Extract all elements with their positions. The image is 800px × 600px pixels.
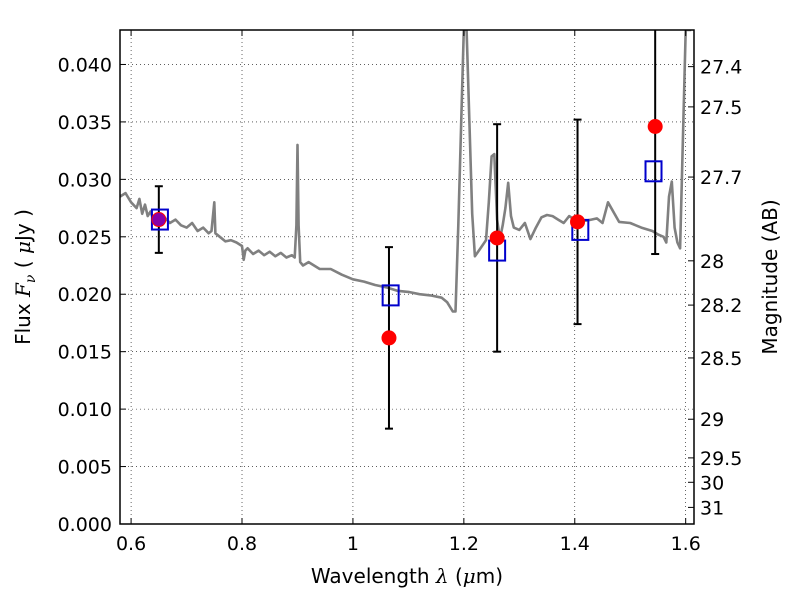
observed-flux-point xyxy=(570,214,586,230)
overlap-point xyxy=(152,213,166,227)
y-tick-label: 0.010 xyxy=(58,399,112,421)
plot-area xyxy=(120,30,692,430)
y-tick-label: 0.035 xyxy=(58,112,112,134)
x-tick-label: 1.2 xyxy=(449,533,479,555)
y2-tick-label: 31 xyxy=(700,497,724,519)
y2-tick-label: 27.7 xyxy=(700,167,742,189)
observed-flux-point xyxy=(647,119,663,135)
y-tick-label: 0.025 xyxy=(58,227,112,249)
y-tick-label: 0.020 xyxy=(58,284,112,306)
y-tick-label: 0.040 xyxy=(58,54,112,76)
model-photometry-square xyxy=(381,284,400,307)
y2-tick-label: 28 xyxy=(700,251,724,273)
secondary-y-axis-label: Magnitude (AB) xyxy=(758,199,782,354)
y2-tick-label: 30 xyxy=(700,472,724,494)
y-tick-label: 0.030 xyxy=(58,169,112,191)
x-tick-label: 0.8 xyxy=(227,533,257,555)
model-photometry-square xyxy=(644,160,663,183)
y-tick-label: 0.015 xyxy=(58,342,112,364)
x-tick-label: 1.6 xyxy=(671,533,701,555)
observed-flux-point xyxy=(489,230,505,246)
y-tick-label: 0.000 xyxy=(58,514,112,536)
y2-tick-label: 27.4 xyxy=(700,57,742,79)
y2-tick-label: 28.5 xyxy=(700,348,742,370)
x-tick-label: 1 xyxy=(347,533,359,555)
y-tick-label: 0.005 xyxy=(58,457,112,479)
axis-ticks: 0.6 0.8 1 1.2 1.4 1.6 0.000 0.005 0.010 0.015 0.02… xyxy=(58,30,742,555)
x-tick-label: 0.6 xyxy=(116,533,146,555)
y2-tick-label: 27.5 xyxy=(700,97,742,119)
y2-tick-label: 29 xyxy=(700,409,724,431)
plot-frame xyxy=(119,29,695,525)
observed-flux-point xyxy=(381,330,397,346)
x-tick-label: 1.4 xyxy=(560,533,590,555)
y-axis-label: Flux Fν ( μJy ) xyxy=(11,209,39,345)
y2-tick-label: 29.5 xyxy=(700,448,742,470)
x-axis-label: Wavelength λ (μm) xyxy=(311,564,503,588)
y2-tick-label: 28.2 xyxy=(700,295,742,317)
